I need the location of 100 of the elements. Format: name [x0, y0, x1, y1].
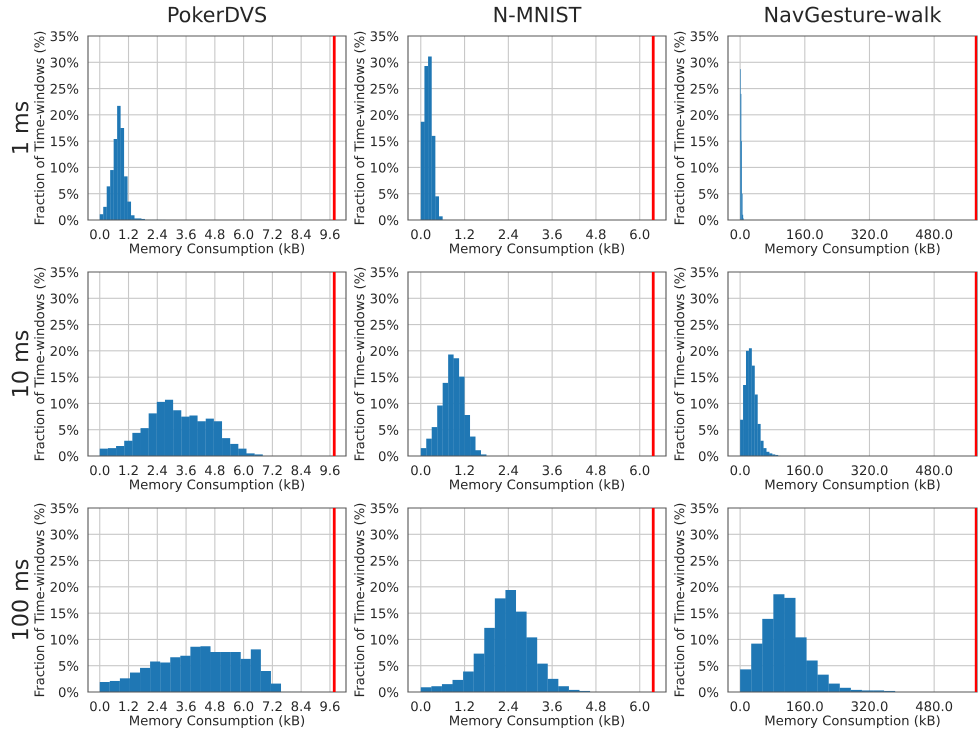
- y-tick-label: 35%: [370, 267, 398, 278]
- x-tick-label: 320.0: [852, 465, 888, 476]
- y-tick-label: 25%: [50, 84, 78, 94]
- y-tick-label: 25%: [370, 320, 398, 330]
- y-tick-label: 5%: [379, 424, 398, 435]
- y-tick-label: 15%: [51, 608, 78, 618]
- x-tick-label: 0.0: [411, 701, 430, 712]
- y-tick-label: 20%: [690, 110, 718, 120]
- chart-title: PokerDVS: [168, 6, 266, 22]
- x-axis-title: Memory Consumption (kB): [450, 479, 624, 492]
- y-tick-label: 0%: [378, 451, 398, 462]
- x-tick-label: 320.0: [852, 229, 888, 240]
- y-tick-label: 25%: [50, 556, 78, 566]
- y-tick-label: 15%: [371, 608, 398, 618]
- y-tick-label: 25%: [370, 84, 398, 94]
- y-tick-label: 20%: [370, 110, 398, 120]
- x-tick-label: 2.4: [148, 229, 168, 240]
- y-axis-title: Fraction of Time-windows (%): [674, 32, 686, 224]
- y-tick-label: 25%: [690, 84, 718, 94]
- x-tick-label: 1.2: [119, 229, 138, 240]
- y-tick-label: 10%: [51, 398, 78, 409]
- y-tick-label: 35%: [50, 31, 78, 42]
- chart-title: NavGesture-walk: [766, 6, 942, 22]
- x-tick-label: 6.0: [234, 229, 254, 240]
- x-tick-label: 6.0: [630, 229, 650, 240]
- y-tick-label: 5%: [699, 660, 718, 671]
- y-tick-label: 5%: [59, 660, 78, 671]
- y-axis-title: Fraction of Time-windows (%): [354, 32, 366, 224]
- y-tick-label: 0%: [378, 215, 398, 226]
- x-tick-label: 160.0: [787, 465, 823, 476]
- x-tick-label: 6.0: [630, 701, 650, 712]
- y-tick-label: 10%: [371, 398, 398, 409]
- x-tick-label: 8.4: [292, 701, 311, 712]
- y-tick-label: 10%: [691, 634, 718, 645]
- x-axis-title: Memory Consumption (kB): [766, 479, 940, 492]
- y-tick-label: 0%: [58, 451, 78, 462]
- y-tick-label: 30%: [370, 530, 398, 540]
- x-tick-label: 4.8: [586, 465, 606, 476]
- y-tick-label: 30%: [50, 294, 78, 304]
- x-tick-label: 0.0: [730, 465, 750, 476]
- y-tick-label: 5%: [379, 188, 398, 199]
- y-tick-label: 35%: [690, 503, 718, 514]
- y-tick-label: 35%: [50, 503, 78, 514]
- y-tick-label: 5%: [59, 424, 78, 435]
- y-tick-label: 30%: [370, 58, 398, 68]
- x-tick-label: 160.0: [787, 229, 823, 240]
- x-tick-label: 8.4: [292, 465, 311, 476]
- y-tick-label: 5%: [59, 188, 78, 199]
- x-axis-title: Memory Consumption (kB): [130, 715, 304, 728]
- chart-title: N-MNIST: [494, 6, 582, 22]
- x-tick-label: 3.6: [176, 465, 196, 476]
- y-axis-title: Fraction of Time-windows (%): [674, 504, 686, 696]
- y-tick-label: 20%: [50, 110, 78, 120]
- y-tick-label: 10%: [691, 162, 718, 173]
- x-tick-label: 1.2: [119, 465, 138, 476]
- x-tick-label: 3.6: [176, 229, 196, 240]
- y-tick-label: 0%: [58, 215, 78, 226]
- y-tick-label: 5%: [699, 188, 718, 199]
- text: 1 ms: [12, 102, 28, 153]
- x-tick-label: 4.8: [586, 229, 606, 240]
- y-tick-label: 30%: [370, 294, 398, 304]
- y-tick-label: 20%: [370, 346, 398, 356]
- y-tick-label: 25%: [690, 556, 718, 566]
- y-tick-label: 35%: [690, 267, 718, 278]
- x-tick-label: 4.8: [204, 701, 224, 712]
- y-tick-label: 0%: [698, 215, 718, 226]
- x-axis-title: Memory Consumption (kB): [130, 479, 304, 492]
- x-tick-label: 9.6: [320, 465, 340, 476]
- x-tick-label: 480.0: [916, 701, 952, 712]
- y-tick-label: 15%: [691, 372, 718, 382]
- y-tick-label: 10%: [371, 162, 398, 173]
- y-tick-label: 30%: [690, 58, 718, 68]
- y-axis-title: Fraction of Time-windows (%): [34, 504, 46, 696]
- y-tick-label: 25%: [690, 320, 718, 330]
- x-axis-title: Memory Consumption (kB): [766, 243, 940, 256]
- y-tick-label: 35%: [50, 267, 78, 278]
- y-axis-title: Fraction of Time-windows (%): [674, 268, 686, 460]
- y-tick-label: 10%: [51, 634, 78, 645]
- y-tick-label: 15%: [51, 136, 78, 146]
- y-tick-label: 35%: [690, 31, 718, 42]
- x-tick-label: 7.2: [262, 229, 282, 240]
- x-tick-label: 6.0: [234, 701, 254, 712]
- x-tick-label: 2.4: [148, 701, 168, 712]
- y-axis-title: Fraction of Time-windows (%): [354, 504, 366, 696]
- y-tick-label: 30%: [50, 530, 78, 540]
- x-tick-label: 2.4: [498, 229, 518, 240]
- x-tick-label: 320.0: [852, 701, 888, 712]
- y-tick-label: 35%: [370, 503, 398, 514]
- y-tick-label: 20%: [690, 582, 718, 592]
- y-tick-label: 0%: [698, 687, 718, 698]
- x-tick-label: 0.0: [730, 701, 750, 712]
- x-axis-title: Memory Consumption (kB): [450, 715, 624, 728]
- y-tick-label: 20%: [50, 582, 78, 592]
- y-axis-title: Fraction of Time-windows (%): [34, 268, 46, 460]
- y-tick-label: 20%: [690, 346, 718, 356]
- y-axis-title: Fraction of Time-windows (%): [34, 32, 46, 224]
- text: 10 ms: [12, 330, 28, 396]
- x-tick-label: 1.2: [456, 701, 474, 712]
- y-tick-label: 35%: [370, 31, 398, 42]
- y-tick-label: 15%: [371, 136, 398, 146]
